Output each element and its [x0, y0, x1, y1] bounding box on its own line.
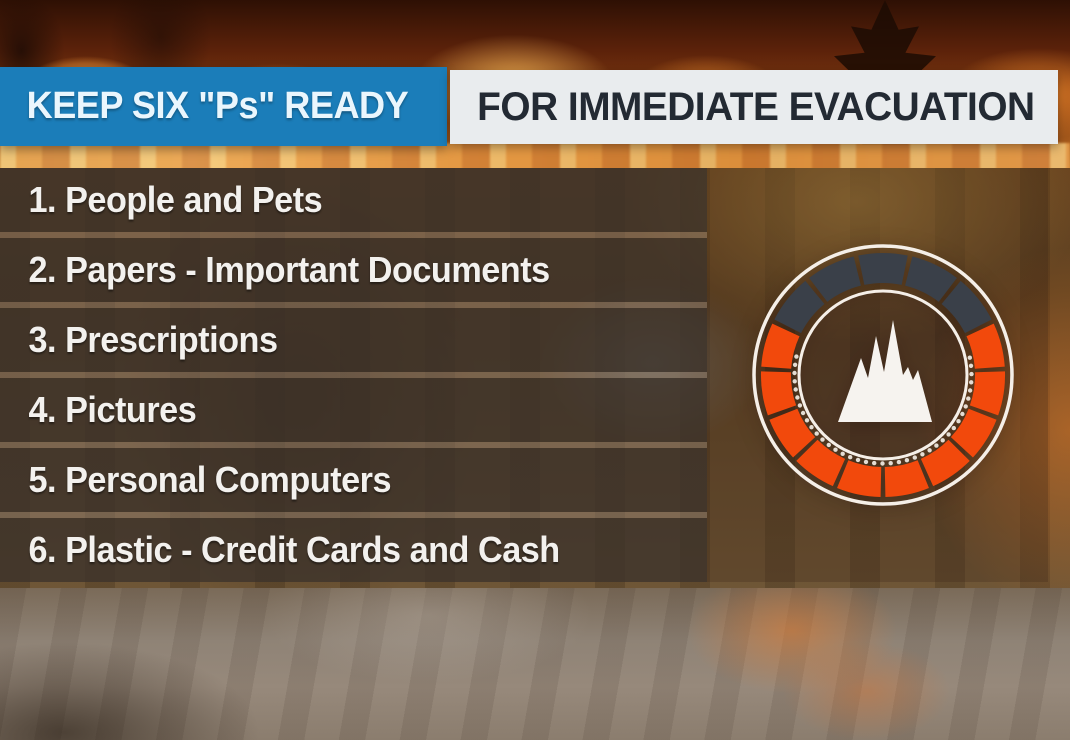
checklist-item: 3. Prescriptions	[0, 308, 707, 372]
title-banner-left: KEEP SIX "Ps" READY	[0, 67, 447, 146]
checklist-item: 6. Plastic - Credit Cards and Cash	[0, 518, 707, 582]
checklist-item: 4. Pictures	[0, 378, 707, 442]
fire-glow-strip	[0, 143, 1070, 171]
wildfire-dial-badge	[743, 235, 1023, 515]
smoky-road-band	[0, 588, 1070, 740]
title-banner-right: FOR IMMEDIATE EVACUATION	[450, 70, 1058, 144]
page-title: KEEP SIX "Ps" READY	[26, 85, 409, 127]
checklist-item: 2. Papers - Important Documents	[0, 238, 707, 302]
checklist-item: 5. Personal Computers	[0, 448, 707, 512]
page-subtitle: FOR IMMEDIATE EVACUATION	[477, 84, 1035, 129]
checklist-item: 1. People and Pets	[0, 168, 707, 232]
evacuation-checklist: 1. People and Pets 2. Papers - Important…	[0, 168, 707, 582]
wildfire-dial-icon	[752, 244, 1014, 506]
mountain-peaks-icon	[838, 320, 932, 422]
